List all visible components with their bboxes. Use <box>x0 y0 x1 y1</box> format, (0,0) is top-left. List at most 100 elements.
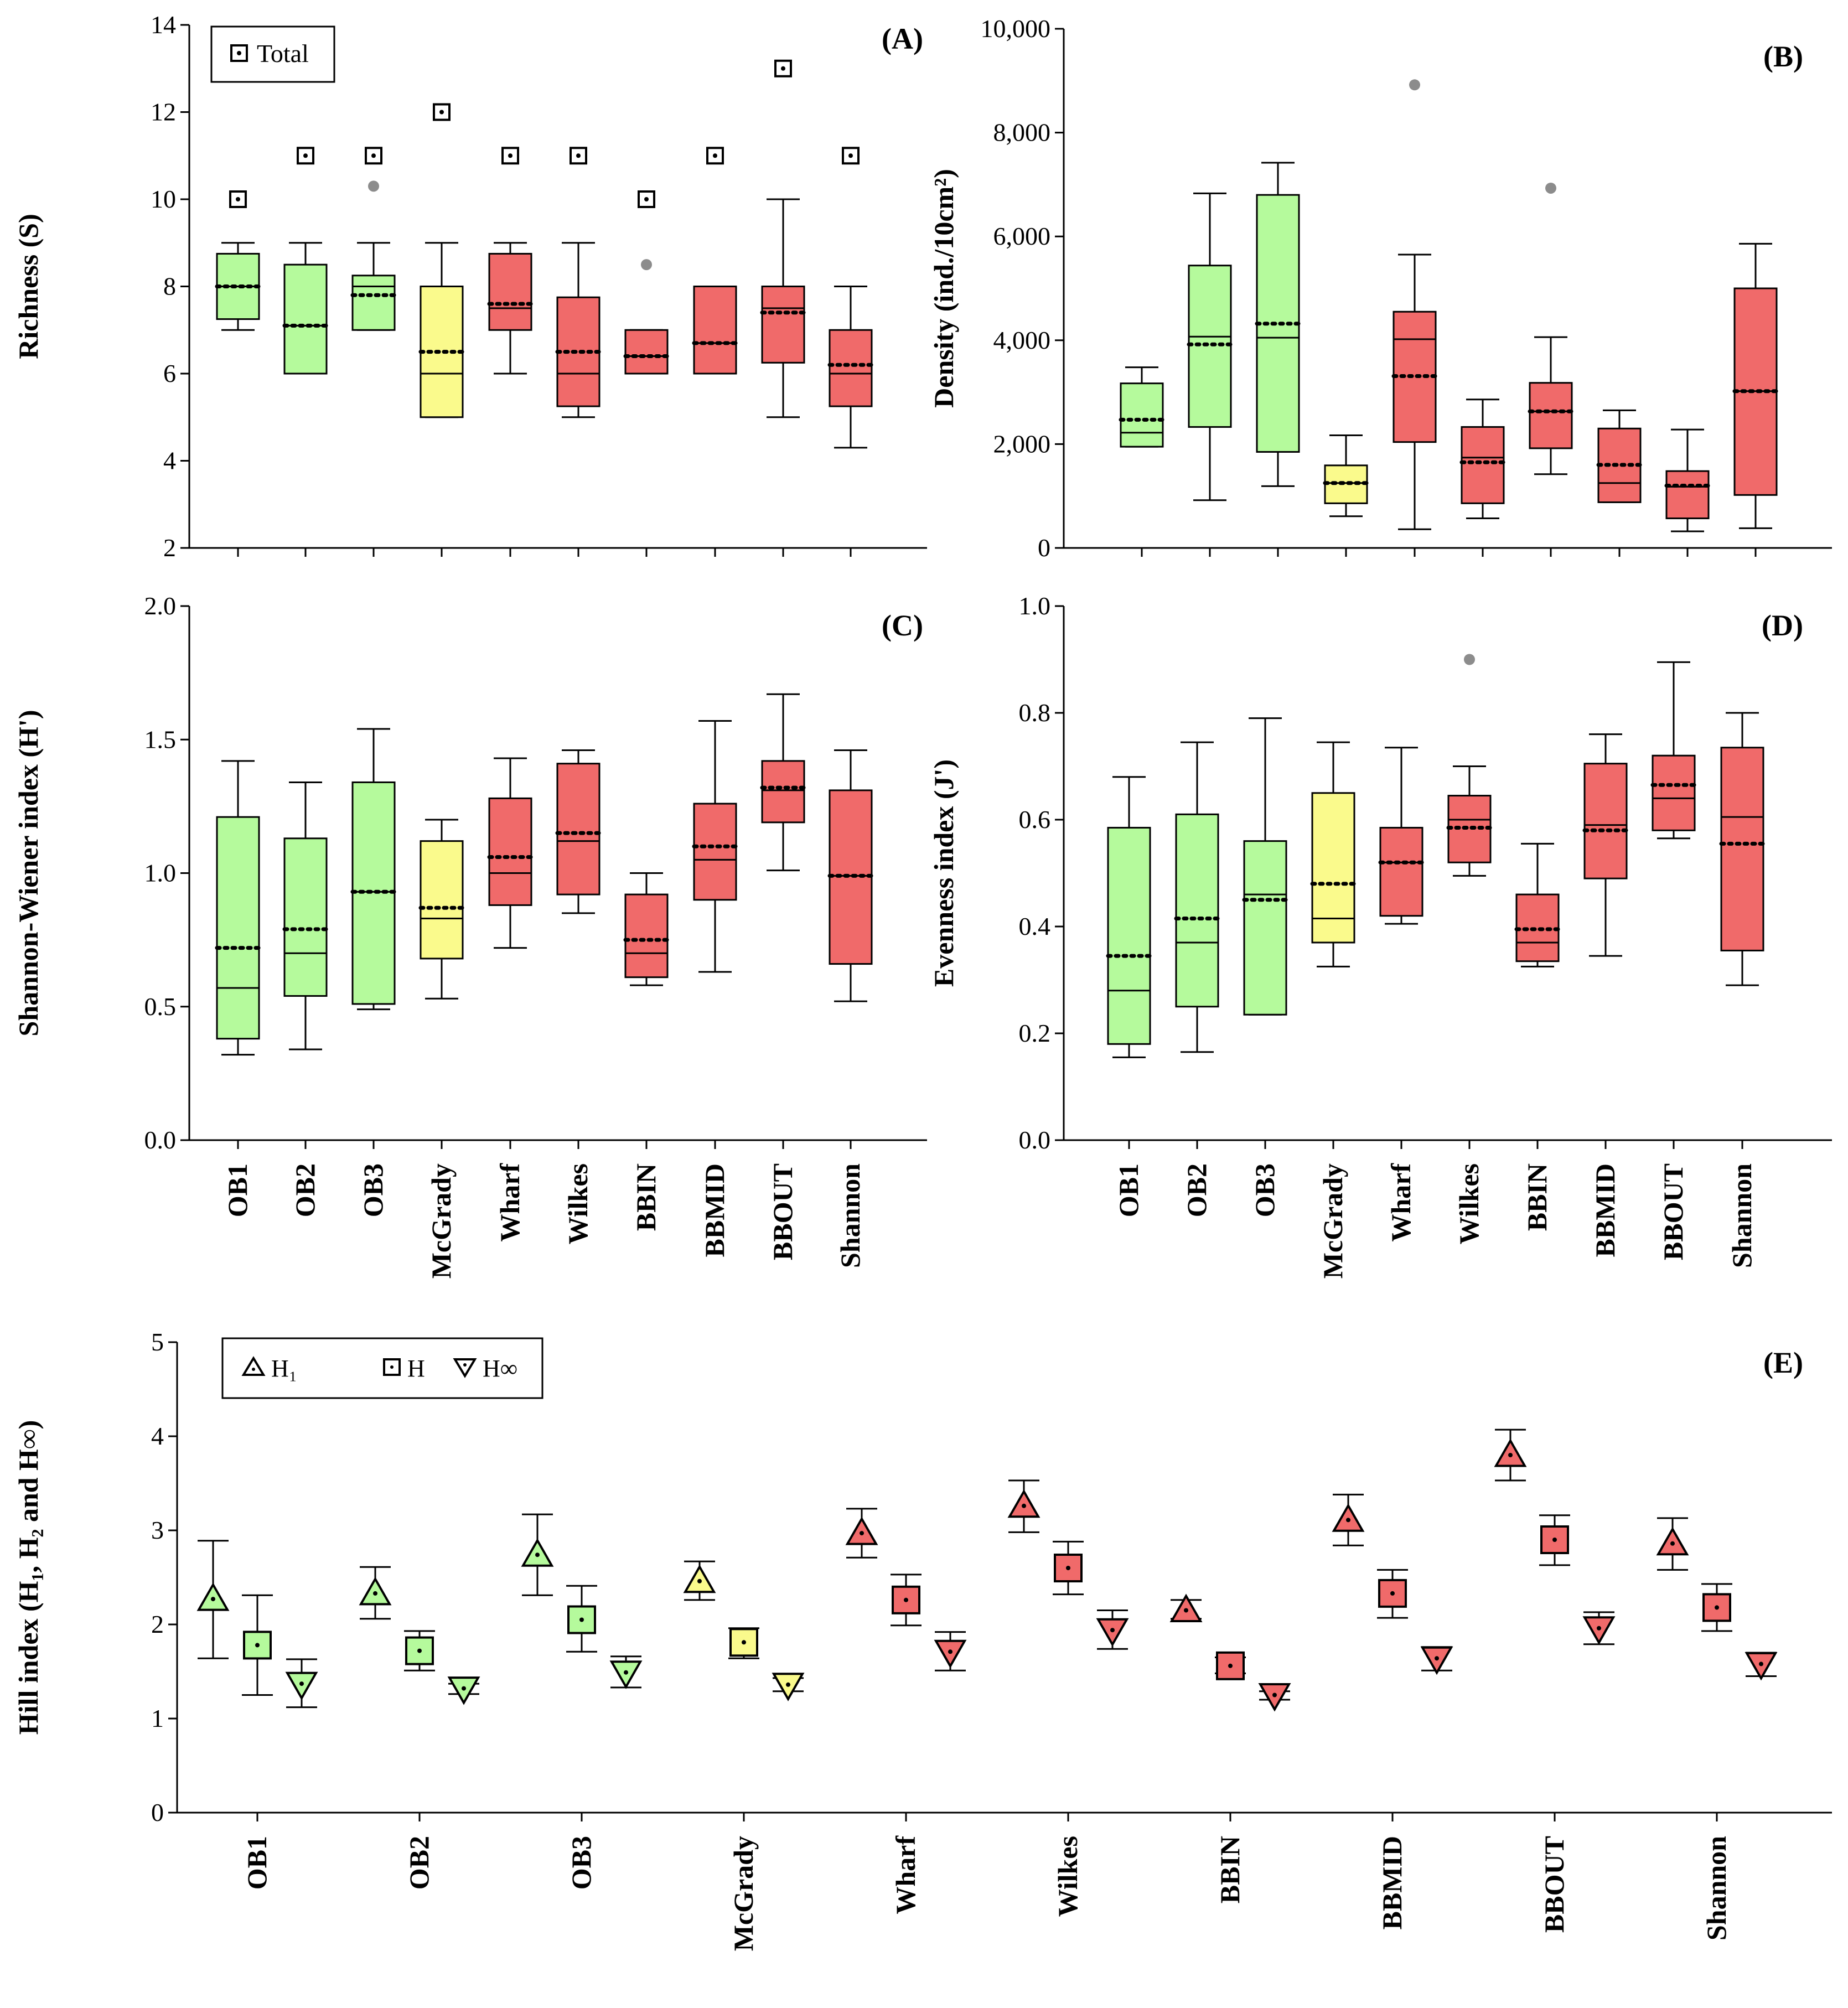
y-tick-label-C: 2.0 <box>144 592 177 620</box>
total-marker-dot <box>576 153 581 158</box>
site-label-C-OB3: OB3 <box>358 1163 389 1217</box>
y-tick-label-C: 1.5 <box>144 725 177 753</box>
outlier-point <box>641 259 652 271</box>
marker-center-dot <box>904 1597 908 1602</box>
y-tick-label-D: 0.4 <box>1019 912 1051 940</box>
hill-point-triangle-up-OB3 <box>521 1513 554 1596</box>
y-tick-label-D: 0.2 <box>1019 1019 1051 1047</box>
hill-point-square-Shannon <box>1701 1583 1732 1632</box>
hill-point-triangle-up-Wharf <box>845 1508 878 1559</box>
site-label-E-OB1: OB1 <box>241 1836 272 1890</box>
site-label-D-OB2: OB2 <box>1181 1163 1212 1217</box>
hill-point-square-McGrady <box>728 1627 759 1659</box>
hill-point-triangle-up-OB2 <box>359 1566 392 1620</box>
outlier-point <box>1409 79 1420 91</box>
box-B-BBOUT <box>1664 428 1711 532</box>
iqr-box <box>624 893 669 979</box>
hill-point-triangle-up-Shannon <box>1656 1517 1689 1571</box>
iqr-box <box>1379 826 1423 917</box>
marker-center-dot <box>1272 1693 1277 1698</box>
marker-center-dot <box>255 1643 260 1648</box>
hill-point-triangle-down-Wilkes <box>1096 1609 1129 1650</box>
marker-center-dot <box>1228 1663 1233 1668</box>
marker-center-dot <box>299 1681 304 1686</box>
y-tick-label-A: 10 <box>151 185 176 213</box>
total-marker <box>365 147 382 165</box>
iqr-box <box>283 263 328 375</box>
y-tick-label-C: 0.0 <box>144 1126 177 1154</box>
marker-center-dot <box>462 1686 466 1691</box>
hill-point-square-OB2 <box>404 1630 435 1671</box>
box-D-McGrady <box>1310 741 1357 967</box>
box-D-BBMID <box>1582 733 1629 957</box>
hill-point-triangle-down-BBIN <box>1258 1683 1291 1712</box>
marker-center-dot <box>1435 1656 1439 1661</box>
y-tick-label-A: 6 <box>163 359 176 387</box>
h2-marker <box>1054 1554 1083 1582</box>
box-B-McGrady <box>1323 434 1369 517</box>
box-A-Wharf <box>487 147 534 375</box>
box-D-Wharf <box>1378 747 1425 925</box>
total-marker <box>706 147 724 165</box>
box-D-BBOUT <box>1650 661 1697 840</box>
hill-point-triangle-down-Wharf <box>934 1631 967 1671</box>
total-marker-dot <box>781 66 785 71</box>
y-tick-label-A: 4 <box>163 447 176 475</box>
marker-center-dot <box>742 1640 746 1645</box>
y-tick-label-B: 8,000 <box>993 118 1051 147</box>
iqr-box <box>829 329 873 407</box>
y-tick-label-B: 6,000 <box>993 222 1051 250</box>
y-tick-label-A: 12 <box>151 98 176 126</box>
site-label-E-BBMID: BBMID <box>1376 1836 1407 1929</box>
legend-E: H₁ H H∞ <box>221 1337 543 1399</box>
site-label-D-BBOUT: BBOUT <box>1658 1163 1689 1260</box>
outlier-point <box>368 180 379 192</box>
panel-label-B: (B) <box>1763 40 1803 73</box>
iqr-box <box>693 286 737 375</box>
y-tick-label-A: 14 <box>151 11 176 39</box>
iqr-box <box>1652 754 1696 831</box>
hill-point-triangle-up-OB1 <box>196 1540 230 1659</box>
site-label-C-BBMID: BBMID <box>699 1163 730 1257</box>
hill-point-square-BBIN <box>1215 1651 1246 1680</box>
iqr-box <box>829 789 873 965</box>
hill-point-square-OB1 <box>242 1594 273 1696</box>
iqr-box <box>1120 382 1164 448</box>
iqr-box <box>488 252 532 331</box>
hill-point-square-Wharf <box>891 1574 922 1627</box>
y-axis-title-D: Evenness index (J') <box>928 759 959 987</box>
marker-center-dot <box>1346 1518 1350 1523</box>
total-marker-dot <box>508 153 513 158</box>
legend-A: Total <box>210 25 335 83</box>
hill-point-triangle-down-OB1 <box>285 1658 318 1709</box>
hill-point-triangle-up-BBOUT <box>1494 1429 1527 1482</box>
box-B-OB1 <box>1119 366 1165 448</box>
hill-point-square-BBOUT <box>1539 1514 1570 1566</box>
iqr-box <box>1665 470 1710 520</box>
y-tick-label-C: 0.5 <box>144 992 177 1021</box>
y-tick-label-A: 8 <box>163 272 176 301</box>
box-D-OB1 <box>1106 776 1152 1058</box>
box-B-Wharf <box>1391 79 1438 530</box>
y-tick-label-D: 0.0 <box>1019 1126 1051 1154</box>
hill-point-triangle-up-BBIN <box>1169 1593 1203 1622</box>
legend-hinf-marker <box>453 1358 477 1378</box>
y-tick-label-E: 2 <box>151 1610 164 1638</box>
site-label-C-OB2: OB2 <box>289 1163 320 1217</box>
box-C-Wilkes <box>555 749 602 914</box>
box-D-BBIN <box>1514 842 1561 967</box>
y-tick-label-E: 4 <box>151 1422 164 1450</box>
marker-center-dot <box>1022 1503 1026 1508</box>
box-C-OB2 <box>282 781 329 1050</box>
box-B-BBIN <box>1528 182 1574 475</box>
box-C-Wharf <box>487 757 534 949</box>
box-C-OB3 <box>350 728 397 1011</box>
iqr-box <box>1311 792 1355 944</box>
box-C-BBMID <box>692 720 738 973</box>
site-label-C-OB1: OB1 <box>222 1163 253 1217</box>
marker-center-dot <box>1552 1538 1557 1542</box>
y-tick-label-B: 10,000 <box>981 14 1051 43</box>
total-marker-dot <box>236 197 240 201</box>
site-label-D-BBMID: BBMID <box>1590 1163 1621 1257</box>
iqr-box <box>1188 265 1232 428</box>
